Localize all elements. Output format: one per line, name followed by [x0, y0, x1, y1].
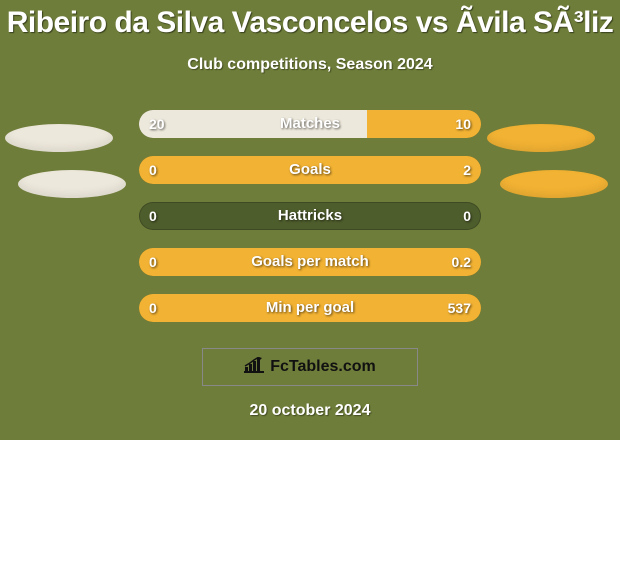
club-badge-left [18, 170, 126, 198]
club-badge-right [487, 124, 595, 152]
bar-track: 0537Min per goal [139, 294, 481, 322]
bar-track: 02Goals [139, 156, 481, 184]
chart-icon [244, 357, 264, 378]
brand-box: FcTables.com [202, 348, 418, 386]
bar-label: Matches [139, 110, 481, 138]
subtitle: Club competitions, Season 2024 [0, 56, 620, 74]
bar-track: 00.2Goals per match [139, 248, 481, 276]
bar-track: 2010Matches [139, 110, 481, 138]
date-text: 20 october 2024 [0, 402, 620, 420]
bar-label: Min per goal [139, 294, 481, 322]
bar-track: 00Hattricks [139, 202, 481, 230]
bar-row: 0537Min per goal [0, 294, 620, 322]
bar-row: 00Hattricks [0, 202, 620, 230]
bar-label: Hattricks [139, 202, 481, 230]
page-title: Ribeiro da Silva Vasconcelos vs Ãvila SÃ… [0, 0, 620, 40]
bar-row: 00.2Goals per match [0, 248, 620, 276]
brand-text: FcTables.com [270, 358, 376, 376]
club-badge-right [500, 170, 608, 198]
chart-area: Ribeiro da Silva Vasconcelos vs Ãvila SÃ… [0, 0, 620, 440]
bar-label: Goals per match [139, 248, 481, 276]
bar-label: Goals [139, 156, 481, 184]
club-badge-left [5, 124, 113, 152]
lower-area: FcTables.com 20 october 2024 [0, 340, 620, 420]
